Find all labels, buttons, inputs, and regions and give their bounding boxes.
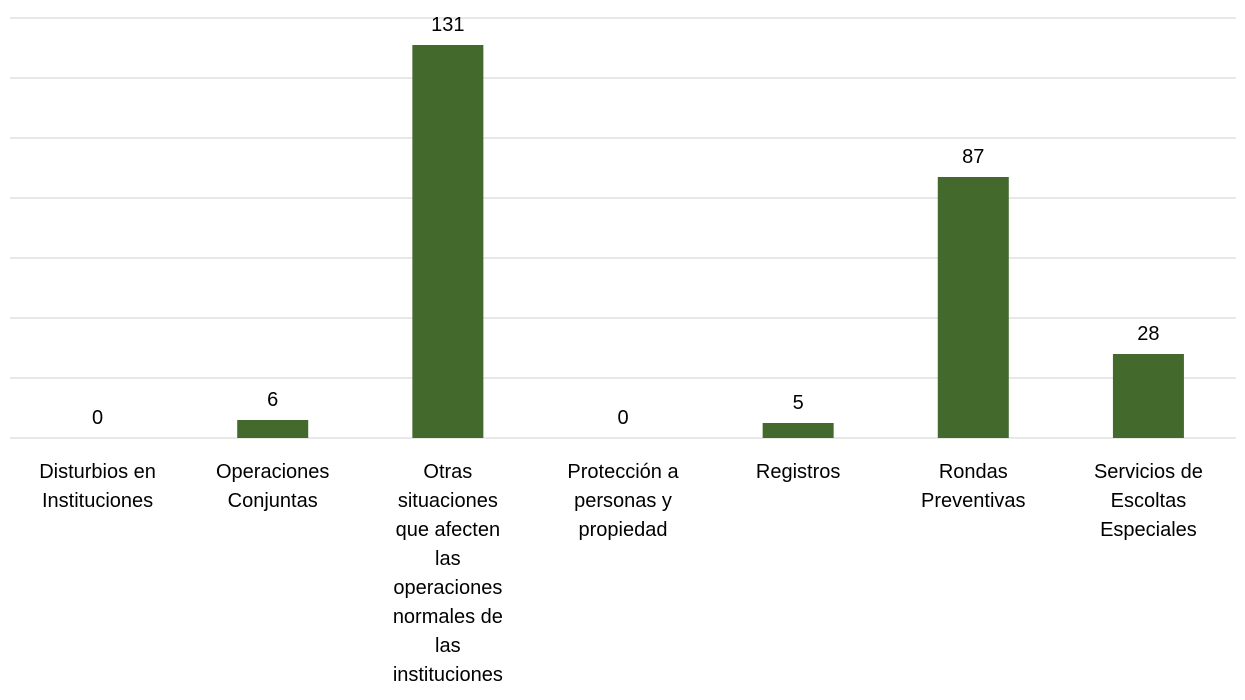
category-label-line: Operaciones <box>216 461 330 483</box>
category-label-line: personas y <box>574 490 672 512</box>
bars <box>237 45 1184 438</box>
data-label: 131 <box>431 14 464 36</box>
bar <box>1112 354 1184 438</box>
category-label: Servicios de Escoltas Especiales <box>1064 458 1232 545</box>
bar <box>937 177 1009 438</box>
gridlines <box>10 17 1236 439</box>
category-label-line: instituciones <box>392 664 503 686</box>
value-labels: 0 6 131 0 5 87 28 <box>92 14 1160 429</box>
data-label: 87 <box>962 146 984 168</box>
category-label-line: las <box>435 548 461 570</box>
category-label: Otras situaciones que afecten las operacione… <box>364 458 532 690</box>
category-label-line: Preventivas <box>921 490 1026 512</box>
category-label-line: que afecten <box>395 519 501 541</box>
bar <box>237 420 309 438</box>
data-label: 0 <box>617 407 628 429</box>
category-label-line: Rondas <box>938 461 1008 483</box>
bar <box>412 45 484 438</box>
bar <box>762 423 834 438</box>
category-label-line: propiedad <box>578 519 668 541</box>
category-label-line: situaciones <box>397 490 498 512</box>
category-label: Disturbios en Instituciones <box>14 458 182 516</box>
category-label-line: operaciones <box>393 577 503 599</box>
category-label: Operaciones Conjuntas <box>189 458 357 516</box>
category-label: Registros <box>714 458 882 487</box>
data-label: 5 <box>793 392 804 414</box>
category-label: Protección a personas y propiedad <box>539 458 707 545</box>
category-label-line: Conjuntas <box>227 490 318 512</box>
category-label-line: Servicios de <box>1093 461 1203 483</box>
data-label: 28 <box>1137 323 1159 345</box>
category-label-line: Disturbios en <box>39 461 156 483</box>
category-label-line: Protección a <box>567 461 679 483</box>
data-label: 6 <box>267 389 278 411</box>
category-label-line: Registros <box>755 461 841 483</box>
category-label-line: normales de <box>392 606 503 628</box>
category-label-line: Instituciones <box>41 490 154 512</box>
category-label: Rondas Preventivas <box>889 458 1057 516</box>
data-label: 0 <box>92 407 103 429</box>
category-label-line: Otras <box>423 461 473 483</box>
category-label-line: Escoltas <box>1110 490 1187 512</box>
category-label-line: Especiales <box>1100 519 1197 541</box>
category-label-line: las <box>435 635 461 657</box>
